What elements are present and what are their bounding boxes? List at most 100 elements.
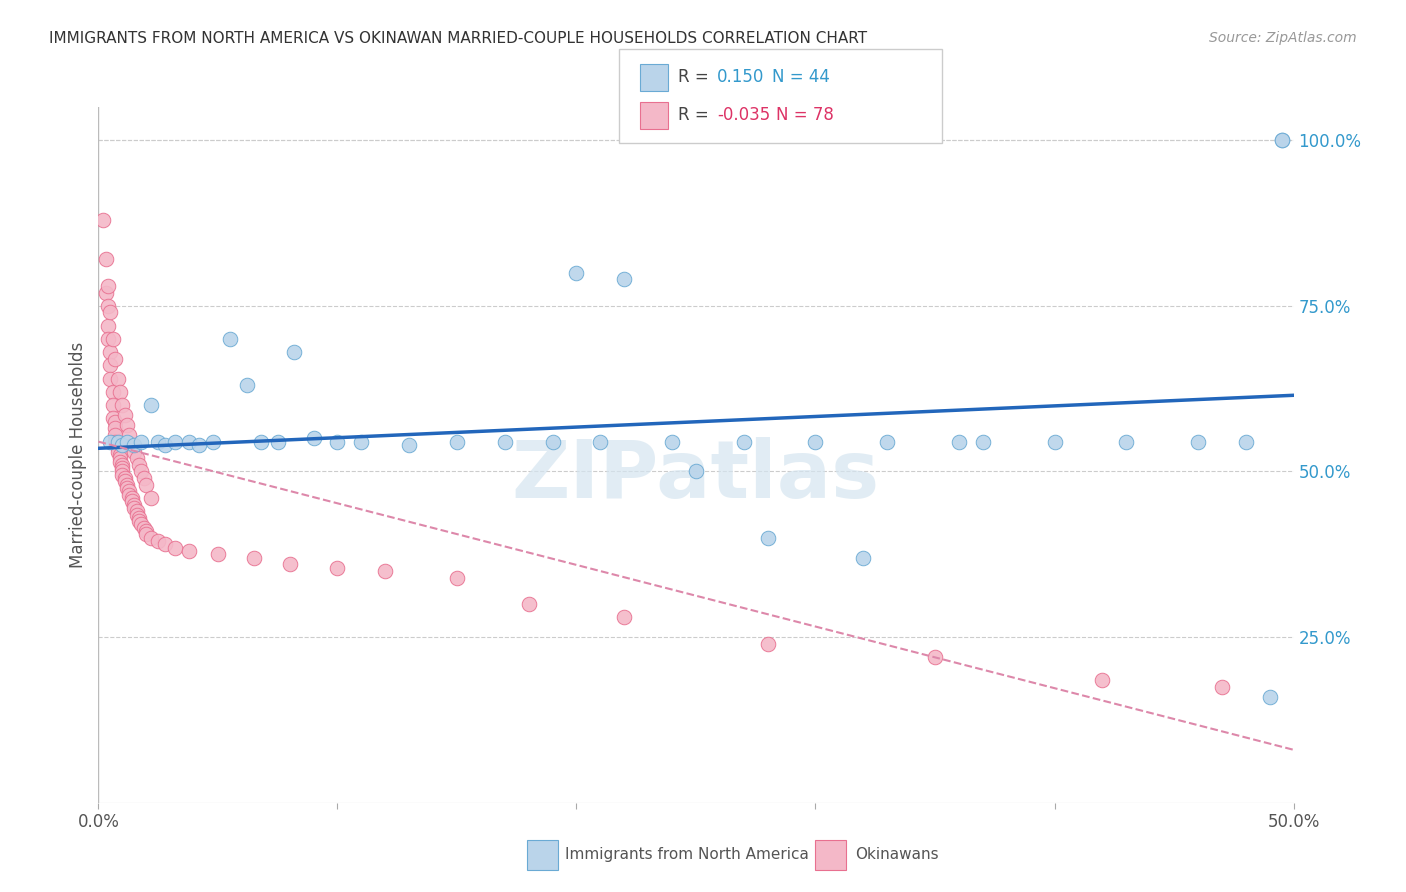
Point	[278, 558, 301, 572]
Point	[139, 491, 162, 505]
Point	[111, 458, 134, 472]
Point	[128, 514, 150, 528]
Point	[924, 650, 946, 665]
Point	[131, 465, 153, 479]
Point	[135, 527, 157, 541]
Text: -0.035: -0.035	[717, 106, 770, 124]
Point	[115, 477, 138, 491]
Point	[613, 610, 636, 624]
Point	[101, 398, 124, 412]
Point	[1091, 673, 1114, 688]
Point	[613, 272, 636, 286]
Point	[972, 434, 994, 449]
Point	[98, 345, 122, 359]
Point	[350, 434, 373, 449]
Point	[135, 477, 157, 491]
Point	[91, 212, 114, 227]
Point	[98, 359, 122, 373]
Point	[131, 434, 153, 449]
Point	[179, 544, 201, 558]
Point	[948, 434, 970, 449]
Point	[104, 421, 127, 435]
Point	[148, 434, 170, 449]
Point	[111, 465, 134, 479]
Point	[114, 475, 136, 489]
Point	[398, 438, 420, 452]
Point	[124, 444, 146, 458]
Point	[139, 531, 162, 545]
Point	[163, 434, 186, 449]
Point	[302, 431, 325, 445]
Point	[733, 434, 755, 449]
Point	[374, 564, 396, 578]
Point	[446, 570, 468, 584]
Point	[139, 398, 162, 412]
Text: Source: ZipAtlas.com: Source: ZipAtlas.com	[1209, 31, 1357, 45]
Point	[104, 415, 127, 429]
Point	[121, 494, 143, 508]
Point	[125, 508, 148, 522]
Point	[202, 434, 225, 449]
Point	[155, 438, 177, 452]
Text: R =: R =	[678, 69, 714, 87]
Point	[98, 372, 122, 386]
Point	[250, 434, 273, 449]
Point	[446, 434, 468, 449]
Point	[179, 434, 201, 449]
Point	[132, 521, 155, 535]
Text: ZIPatlas: ZIPatlas	[512, 437, 880, 515]
Point	[118, 428, 141, 442]
Point	[94, 252, 117, 267]
Point	[115, 434, 138, 449]
Point	[107, 372, 129, 386]
Point	[128, 458, 150, 472]
Point	[131, 517, 153, 532]
Point	[1234, 434, 1257, 449]
Point	[187, 438, 209, 452]
Point	[132, 471, 155, 485]
Point	[115, 481, 138, 495]
Point	[111, 438, 134, 452]
Point	[97, 332, 120, 346]
Text: IMMIGRANTS FROM NORTH AMERICA VS OKINAWAN MARRIED-COUPLE HOUSEHOLDS CORRELATION : IMMIGRANTS FROM NORTH AMERICA VS OKINAWA…	[49, 31, 868, 46]
Point	[1271, 133, 1294, 147]
Point	[108, 448, 131, 462]
Point	[1043, 434, 1066, 449]
Point	[1211, 680, 1233, 694]
Point	[1258, 690, 1281, 704]
Point	[107, 444, 129, 458]
Point	[114, 408, 136, 422]
Point	[107, 442, 129, 456]
Point	[283, 345, 305, 359]
Point	[267, 434, 290, 449]
Text: N = 78: N = 78	[776, 106, 834, 124]
Point	[135, 524, 157, 538]
Point	[101, 384, 124, 399]
Point	[852, 550, 875, 565]
Point	[94, 285, 117, 300]
Point	[98, 434, 122, 449]
Point	[124, 498, 146, 512]
Point	[148, 534, 170, 549]
Point	[589, 434, 612, 449]
Point	[104, 351, 127, 366]
Point	[101, 411, 124, 425]
Point	[565, 266, 588, 280]
Point	[207, 547, 229, 561]
Text: N = 44: N = 44	[772, 69, 830, 87]
Point	[124, 500, 146, 515]
Point	[163, 541, 186, 555]
Point	[517, 597, 540, 611]
Point	[97, 318, 120, 333]
Point	[804, 434, 827, 449]
Point	[121, 438, 143, 452]
Point	[1187, 434, 1209, 449]
Point	[97, 299, 120, 313]
Point	[155, 537, 177, 551]
Point	[104, 434, 127, 449]
Point	[111, 461, 134, 475]
Point	[108, 454, 131, 468]
Y-axis label: Married-couple Households: Married-couple Households	[69, 342, 87, 568]
Point	[101, 332, 124, 346]
Point	[124, 438, 146, 452]
